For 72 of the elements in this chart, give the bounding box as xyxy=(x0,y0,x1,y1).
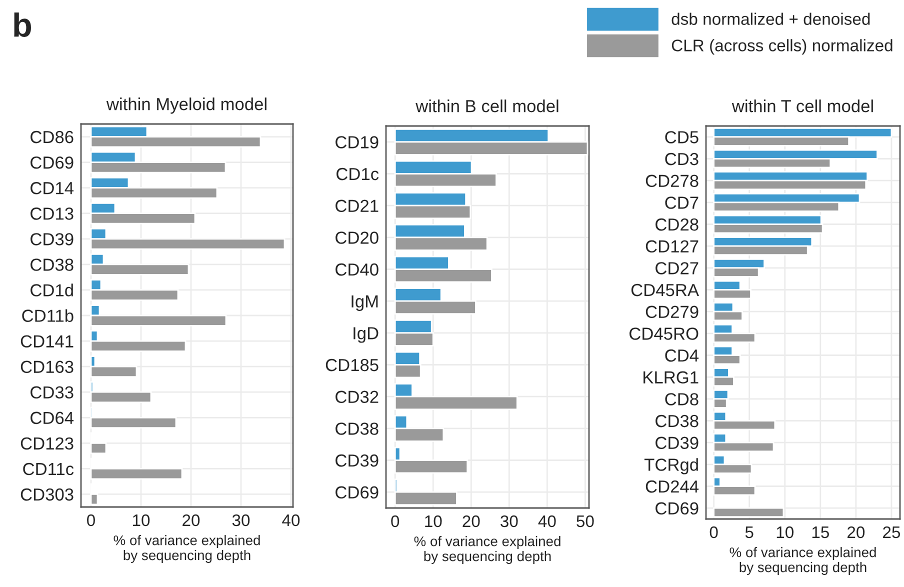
y-tick-label: CD39 xyxy=(656,436,698,450)
y-tick-label: CD45RO xyxy=(630,328,698,340)
y-tick-label: CD86 xyxy=(30,130,74,144)
x-tick-label: 10 xyxy=(133,514,150,526)
x-tick-label: 30 xyxy=(500,515,518,528)
y-tick-label: CD163 xyxy=(20,360,74,374)
y-tick-label: CD278 xyxy=(646,174,698,188)
y-tick-label: CD303 xyxy=(20,488,74,501)
x-tick-label: 10 xyxy=(425,515,442,528)
y-tick-label: CD185 xyxy=(326,358,378,372)
y-tick-label: CD39 xyxy=(336,454,378,467)
text: b xyxy=(14,12,31,37)
x-tick-label: 0 xyxy=(710,526,718,538)
bar xyxy=(713,507,784,518)
y-tick-label: IgM xyxy=(352,295,378,311)
y-tick-label: CD38 xyxy=(336,422,378,435)
y-tick-label: CD69 xyxy=(656,502,698,515)
x-tick-label: 30 xyxy=(232,514,250,526)
x-axis-title: % of variance explained by sequencing depth xyxy=(730,547,876,575)
chart-title: within B cell model xyxy=(416,100,558,112)
x-tick-label: 40 xyxy=(282,514,300,526)
y-tick-label: CD64 xyxy=(30,412,74,424)
y-tick-label: CD279 xyxy=(646,306,698,318)
y-tick-label: CD38 xyxy=(656,414,698,428)
y-tick-label: CD4 xyxy=(665,349,699,362)
x-tick-label: 0 xyxy=(87,514,95,526)
legend-label: CLR (across cells) normalized xyxy=(672,39,892,55)
x-tick-label: 10 xyxy=(776,526,794,538)
y-tick-label: CD244 xyxy=(646,480,699,493)
x-tick-label: 50 xyxy=(576,515,594,528)
y-tick-label: CD13 xyxy=(30,208,74,220)
y-tick-label: CD27 xyxy=(656,262,698,274)
y-tick-label: CD69 xyxy=(336,486,378,499)
x-tick-label: 40 xyxy=(538,515,556,528)
y-tick-label: CD3 xyxy=(665,152,698,166)
x-axis-title: % of variance explained by sequencing depth xyxy=(114,535,260,563)
y-tick-label: CD8 xyxy=(665,393,698,406)
y-tick-label: CD69 xyxy=(30,156,74,169)
y-tick-label: CD20 xyxy=(336,232,378,244)
x-tick-label: 5 xyxy=(745,526,754,538)
y-tick-label: TCRgd xyxy=(644,458,698,474)
y-tick-label: CD39 xyxy=(30,233,74,246)
x-tick-label: 15 xyxy=(812,526,829,538)
y-tick-label: IgD xyxy=(354,327,378,343)
y-tick-label: KLRG1 xyxy=(644,371,698,384)
legend-label: dsb normalized + denoised xyxy=(672,12,870,25)
y-tick-label: CD141 xyxy=(20,335,74,348)
y-tick-label: CD11b xyxy=(22,309,74,322)
y-tick-label: CD127 xyxy=(646,240,698,253)
y-tick-label: CD19 xyxy=(336,136,378,148)
y-tick-label: CD21 xyxy=(336,200,378,212)
chart-title: within Myeloid model xyxy=(106,98,266,114)
y-tick-label: CD7 xyxy=(665,196,698,209)
x-tick-label: 20 xyxy=(462,515,480,528)
x-tick-label: 25 xyxy=(883,526,900,538)
x-tick-label: 0 xyxy=(391,515,400,528)
y-tick-label: CD123 xyxy=(20,437,74,450)
y-tick-label: CD40 xyxy=(336,263,378,276)
y-tick-label: CD5 xyxy=(665,131,698,144)
x-tick-label: 20 xyxy=(848,526,865,538)
y-tick-label: CD11c xyxy=(23,462,74,476)
y-tick-label: CD32 xyxy=(336,390,378,404)
y-tick-label: CD45RA xyxy=(631,284,700,296)
y-tick-label: CD14 xyxy=(30,182,74,194)
y-tick-label: CD33 xyxy=(30,386,74,399)
y-tick-label: CD1c xyxy=(336,168,379,180)
x-axis-title: % of variance explained by sequencing depth xyxy=(414,536,560,564)
y-tick-label: CD28 xyxy=(656,218,698,231)
x-tick-label: 20 xyxy=(182,514,200,526)
y-tick-label: CD1d xyxy=(30,284,73,296)
chart-title: within T cell model xyxy=(732,100,873,112)
y-tick-label: CD38 xyxy=(30,258,74,271)
